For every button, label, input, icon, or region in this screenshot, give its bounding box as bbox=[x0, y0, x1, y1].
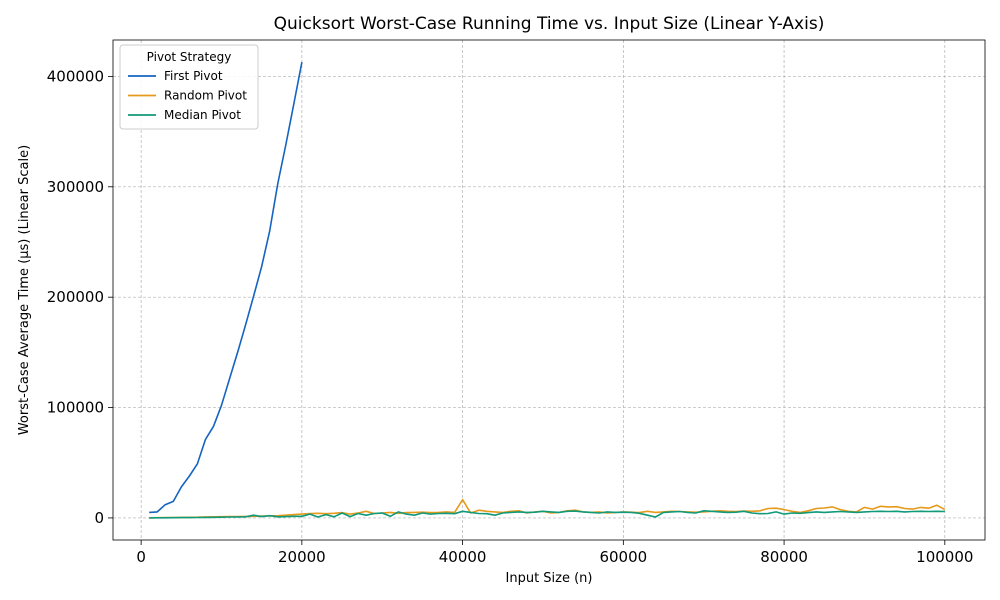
x-tick-label: 60000 bbox=[599, 548, 647, 566]
x-tick-label: 40000 bbox=[439, 548, 487, 566]
y-tick-label: 0 bbox=[94, 509, 104, 527]
legend: Pivot Strategy First Pivot Random Pivot Me… bbox=[119, 44, 259, 130]
series-line-median-pivot bbox=[149, 509, 945, 519]
legend-label-median-pivot: Median Pivot bbox=[164, 108, 241, 122]
plot-frame bbox=[112, 39, 986, 541]
x-axis-ticks: 0 20000 40000 60000 80000 100000 bbox=[136, 540, 973, 566]
legend-label-random-pivot: Random Pivot bbox=[164, 89, 247, 103]
series-lines bbox=[149, 61, 946, 519]
x-tick-label: 100000 bbox=[916, 548, 973, 566]
y-tick-label: 400000 bbox=[47, 67, 104, 85]
y-tick-label: 100000 bbox=[47, 399, 104, 417]
y-tick-label: 200000 bbox=[47, 288, 104, 306]
legend-label-first-pivot: First Pivot bbox=[164, 69, 223, 83]
y-axis-title: Worst-Case Average Time (μs) (Linear Sca… bbox=[17, 145, 32, 435]
legend-box bbox=[119, 44, 259, 130]
x-tick-label: 0 bbox=[136, 548, 146, 566]
x-tick-label: 20000 bbox=[278, 548, 326, 566]
x-tick-label: 80000 bbox=[760, 548, 808, 566]
legend-title: Pivot Strategy bbox=[147, 50, 232, 64]
x-axis-title: Input Size (n) bbox=[506, 571, 593, 586]
y-tick-label: 300000 bbox=[47, 178, 104, 196]
y-axis-ticks: 0 100000 200000 300000 400000 bbox=[47, 67, 113, 527]
series-line-first-pivot bbox=[149, 61, 303, 514]
chart-title: Quicksort Worst-Case Running Time vs. In… bbox=[274, 14, 825, 34]
